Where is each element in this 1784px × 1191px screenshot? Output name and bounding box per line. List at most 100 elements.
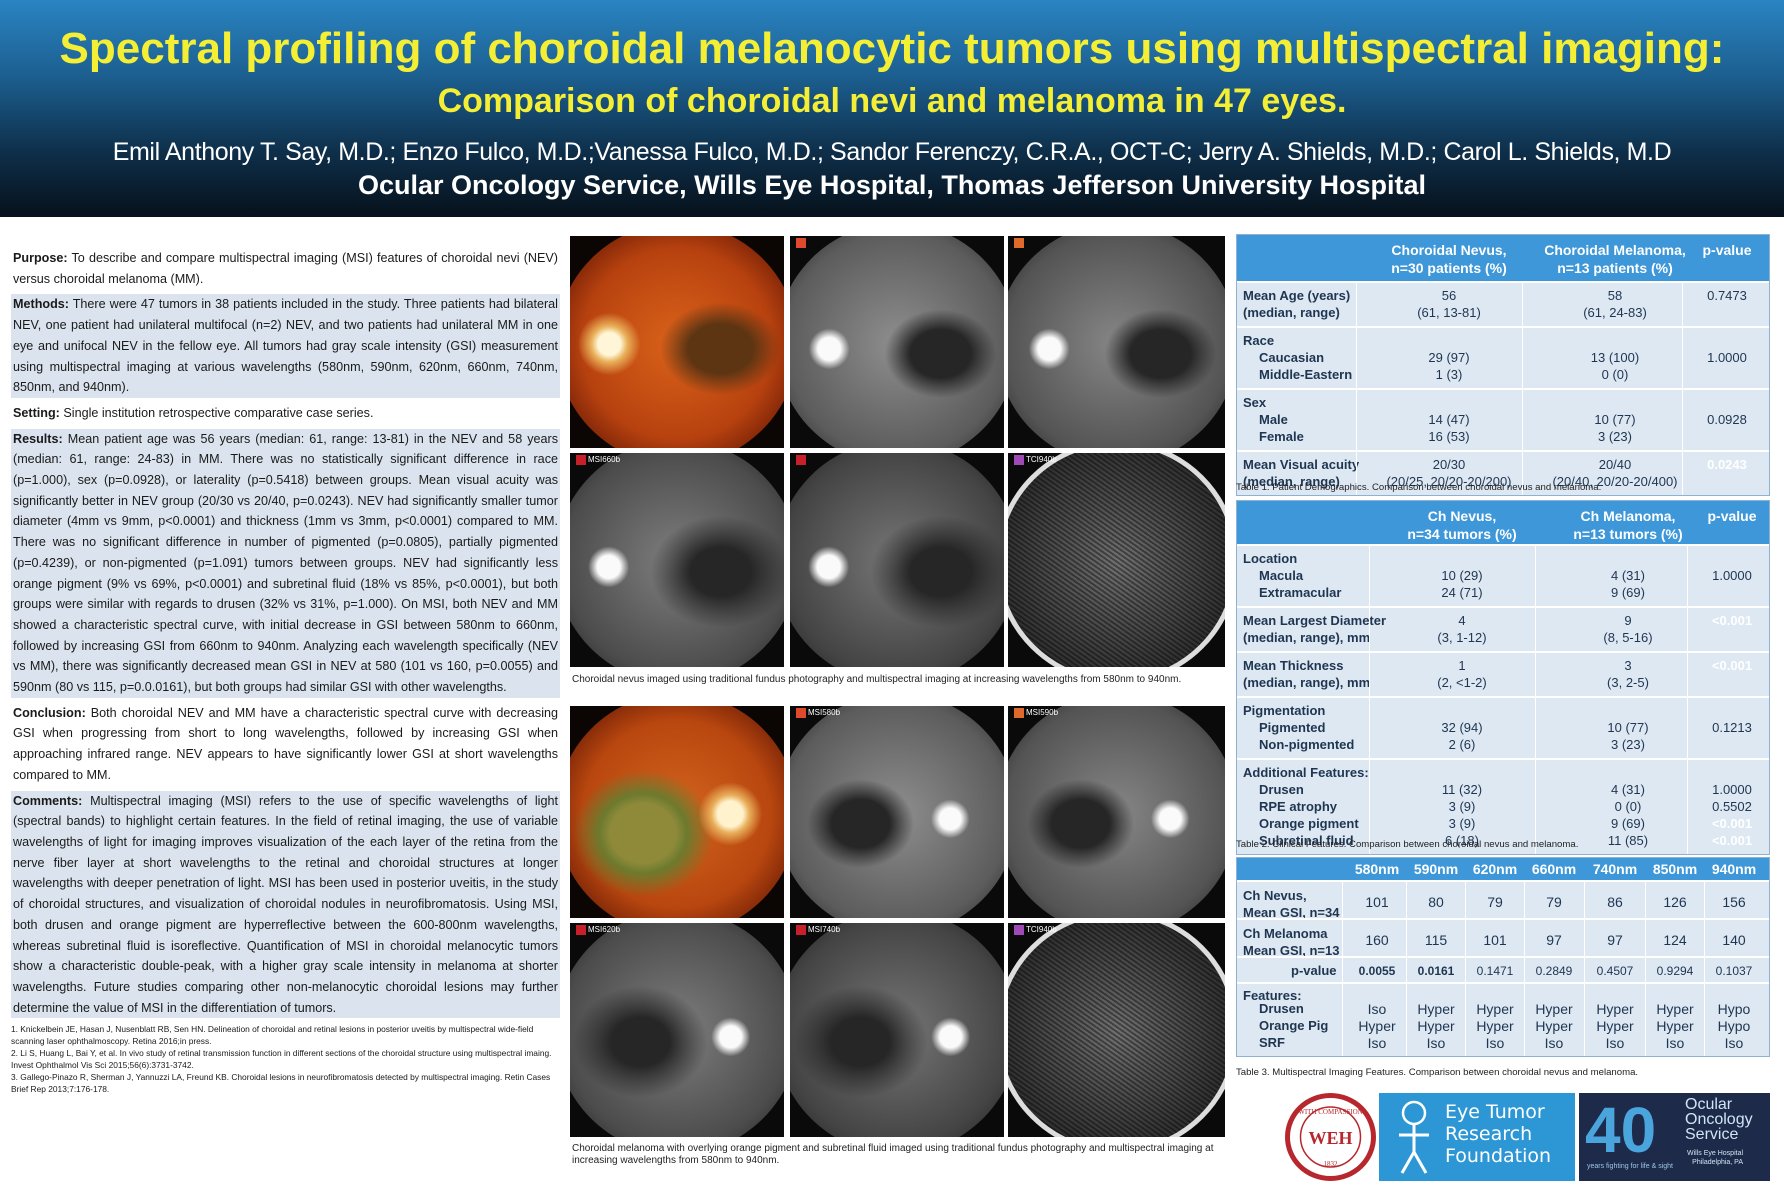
- row-label: Orange Pig: [1259, 1018, 1329, 1033]
- msi-value: Hyper: [1417, 1018, 1455, 1034]
- column-divider: [1524, 920, 1525, 956]
- row-label: Mean GSI, n=13: [1243, 943, 1340, 958]
- wavelength-color-icon: [1014, 708, 1024, 718]
- column-divider: [1687, 608, 1688, 651]
- wavelength-header: 940nm: [1711, 861, 1757, 877]
- wavelength-header: 620nm: [1472, 861, 1518, 877]
- column-divider: [1369, 760, 1370, 854]
- table-row: Mean Largest Diameter 4 9 <0.001: [1237, 613, 1769, 630]
- table-row: Male 14 (47) 10 (77) 0.0928: [1237, 412, 1769, 429]
- msi-value: 0.0055: [1358, 964, 1396, 978]
- ocular-oncology-service-logo: 40 Ocular Oncology Service years fightin…: [1579, 1093, 1770, 1181]
- msi-value: 80: [1428, 894, 1444, 910]
- column-divider: [1369, 608, 1370, 651]
- wavelength-color-icon: [796, 455, 806, 465]
- nevus-value: (61, 13-81): [1417, 305, 1481, 320]
- nevus-image-label: MSI660b: [576, 455, 620, 465]
- row-label: RPE atrophy: [1259, 799, 1338, 814]
- msi-value: Hypo: [1717, 1001, 1751, 1017]
- column-divider: [1406, 984, 1407, 1056]
- svg-text:WITH COMPASSION: WITH COMPASSION: [1298, 1108, 1363, 1116]
- abstract-column: Purpose: To describe and compare multisp…: [11, 248, 560, 1095]
- p-value: <0.001: [1711, 658, 1753, 673]
- table-section: Ch Nevus, Mean GSI, n=34 101 80 79 79 86 126 156: [1237, 880, 1769, 920]
- methods-label: Methods:: [13, 297, 69, 312]
- table-row: Location: [1237, 551, 1769, 568]
- p-value: 1.0000: [1712, 568, 1752, 583]
- nevus-value: 6 (18): [1445, 833, 1479, 848]
- melanoma-image-panel: MSI590b: [1008, 706, 1225, 918]
- column-divider: [1524, 984, 1525, 1056]
- msi-value: 140: [1722, 932, 1746, 948]
- row-label: Sex: [1243, 395, 1267, 410]
- column-header: p-value: [1707, 508, 1757, 524]
- references: 1. Knickelbein JE, Hasan J, Nusenblatt R…: [11, 1023, 560, 1095]
- p-value: 0.7473: [1707, 288, 1747, 303]
- nevus-value: 20/30: [1432, 457, 1466, 472]
- p-value: 1.0000: [1707, 350, 1747, 365]
- nevus-fundus-image: [790, 236, 1004, 448]
- column-divider: [1406, 958, 1407, 982]
- row-label: Mean Thickness: [1243, 658, 1344, 673]
- p-value: 0.5502: [1712, 799, 1752, 814]
- table-section: Additional Features: Drusen 11 (32) 4 (31) 1…: [1237, 758, 1769, 854]
- nevus-image-label: [796, 455, 808, 465]
- column-divider: [1645, 984, 1646, 1056]
- msi-value: Hyper: [1417, 1001, 1455, 1017]
- msi-value: 0.2849: [1535, 964, 1573, 978]
- oos-tagline: years fighting for life & sight: [1587, 1163, 1673, 1170]
- p-value: 0.1213: [1712, 720, 1752, 735]
- wavelength-header: 660nm: [1531, 861, 1577, 877]
- column-divider: [1535, 546, 1536, 606]
- row-label: (median, range), mm: [1243, 630, 1371, 645]
- melanoma-value: 10 (77): [1607, 720, 1649, 735]
- row-label: Pigmentation: [1243, 703, 1326, 718]
- melanoma-image-label-text: MSI580b: [808, 708, 841, 718]
- column-divider: [1682, 328, 1683, 388]
- melanoma-value: 0 (0): [1601, 367, 1629, 382]
- column-divider: [1465, 882, 1466, 918]
- column-divider: [1342, 920, 1343, 956]
- table-row: Macula 10 (29) 4 (31) 1.0000: [1237, 568, 1769, 585]
- row-label: Middle-Eastern: [1259, 367, 1353, 382]
- table-section: Sex Male 14 (47) 10 (77) 0.0928 Female 16 (53)…: [1237, 388, 1769, 450]
- column-divider: [1465, 920, 1466, 956]
- melanoma-image-label-text: MSI590b: [1026, 708, 1059, 718]
- msi-value: Iso: [1605, 1035, 1625, 1051]
- melanoma-image-label: MSI590b: [1014, 708, 1058, 718]
- msi-value: Iso: [1367, 1035, 1387, 1051]
- wavelength-header: 590nm: [1413, 861, 1459, 877]
- melanoma-image-label: TCI940b: [1014, 925, 1057, 935]
- row-label: (median, range): [1243, 474, 1340, 489]
- msi-value: 0.1037: [1715, 964, 1753, 978]
- melanoma-value: 4 (31): [1611, 568, 1645, 583]
- melanoma-value: (8, 5-16): [1603, 630, 1653, 645]
- table-row: Drusen Iso Hyper Hyper Hyper Hyper Hyper Hypo: [1237, 1001, 1769, 1018]
- row-label: Orange pigment: [1259, 816, 1359, 831]
- wills-eye-seal-logo: WITH COMPASSION WEH 1832: [1285, 1093, 1376, 1181]
- table-row: SRF Iso Iso Iso Iso Iso Iso Iso: [1237, 1035, 1769, 1052]
- nevus-image-panel: [790, 453, 1004, 667]
- melanoma-value: 3 (23): [1611, 737, 1645, 752]
- table3-caption: Table 3. Multispectral Imaging Features.…: [1236, 1067, 1639, 1078]
- column-divider: [1584, 920, 1585, 956]
- table-header: Ch Nevus, n=34 tumors (%) Ch Melanoma, n=…: [1237, 501, 1769, 544]
- table-row: Mean Thickness 1 3 <0.001: [1237, 658, 1769, 675]
- melanoma-fundus-image: [570, 706, 784, 918]
- nevus-fundus-image: [570, 236, 784, 448]
- msi-value: 97: [1546, 932, 1562, 948]
- row-label: Extramacular: [1259, 585, 1342, 600]
- row-label: Mean Largest Diameter: [1243, 613, 1387, 628]
- row-label: Features:: [1243, 988, 1302, 1003]
- conclusion-text: Both choroidal NEV and MM have a charact…: [13, 705, 558, 782]
- row-label: Female: [1259, 429, 1304, 444]
- nevus-image-panel: [790, 236, 1004, 448]
- msi-value: 156: [1722, 894, 1746, 910]
- melanoma-fundus-image: [1008, 923, 1225, 1137]
- column-header: Ch Nevus, n=34 tumors (%): [1407, 508, 1517, 542]
- table-section: Ch Melanoma Mean GSI, n=13 160 115 101 97 97 12…: [1237, 918, 1769, 958]
- poster-title: Spectral profiling of choroidal melanocy…: [59, 24, 1725, 73]
- wavelength-header: 740nm: [1592, 861, 1638, 877]
- comments-section: Comments: Multispectral imaging (MSI) re…: [11, 790, 560, 1019]
- melanoma-value: 3 (23): [1598, 429, 1632, 444]
